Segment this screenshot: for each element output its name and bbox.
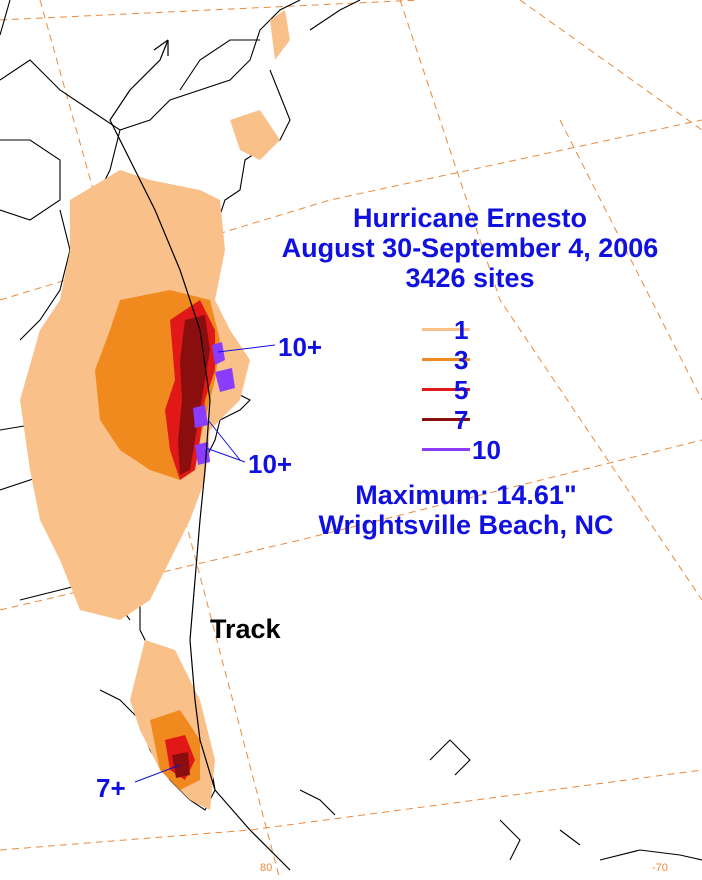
grid-label-70: -70 bbox=[652, 862, 668, 874]
legend-swatch bbox=[422, 358, 470, 361]
map-title: Hurricane Ernesto August 30-September 4,… bbox=[240, 203, 700, 293]
legend-label: 10 bbox=[472, 435, 501, 465]
maximum-location: Wrightsville Beach, NC bbox=[318, 510, 614, 540]
title-line-2: August 30-September 4, 2006 bbox=[281, 233, 659, 263]
track-label: Track bbox=[210, 614, 281, 644]
legend-swatch bbox=[422, 448, 470, 451]
callout-nc: 10+ bbox=[248, 449, 293, 479]
legend-label: 5 bbox=[454, 375, 469, 405]
callout-north: 10+ bbox=[278, 332, 323, 362]
legend-swatch bbox=[422, 328, 470, 331]
maximum-block: Maximum: 14.61" Wrightsville Beach, NC bbox=[276, 480, 656, 540]
maximum-value: Maximum: 14.61" bbox=[355, 480, 577, 510]
title-line-1: Hurricane Ernesto bbox=[352, 203, 588, 233]
legend-swatch bbox=[422, 388, 470, 391]
legend-label: 1 bbox=[454, 315, 469, 345]
title-line-3: 3426 sites bbox=[405, 263, 535, 293]
rainfall-shading bbox=[20, 10, 290, 810]
legend-swatch bbox=[422, 418, 470, 421]
legend-label: 7 bbox=[454, 405, 469, 435]
grid-label-80: 80 bbox=[260, 862, 273, 874]
callout-florida: 7+ bbox=[96, 773, 126, 803]
legend-label: 3 bbox=[454, 345, 469, 375]
callout-leaders bbox=[134, 344, 276, 783]
storm-track bbox=[109, 39, 291, 871]
